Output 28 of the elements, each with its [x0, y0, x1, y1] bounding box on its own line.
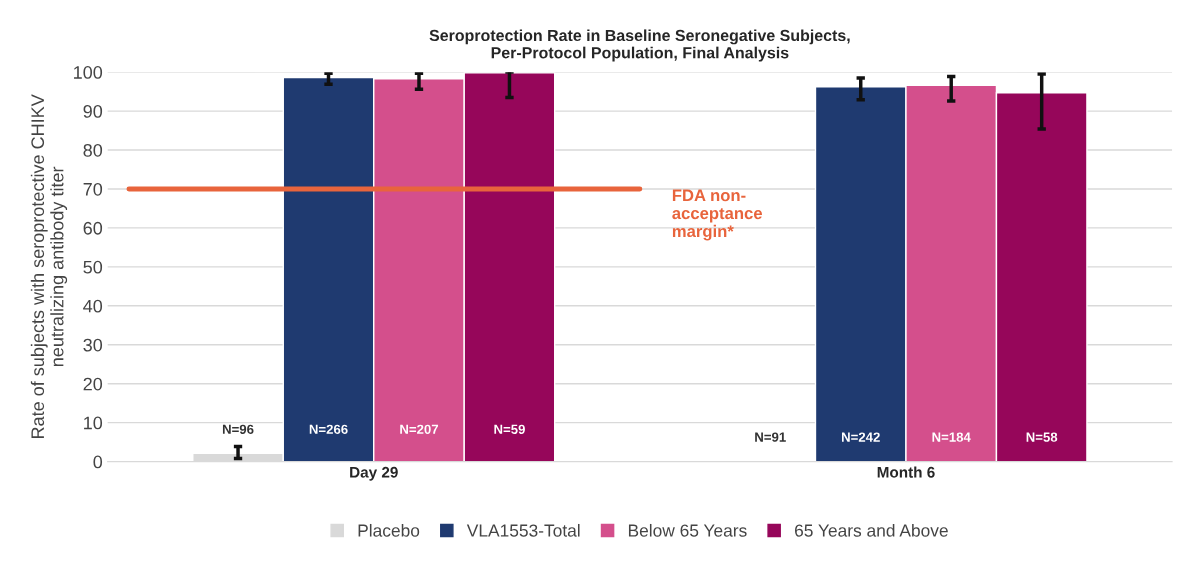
y-tick-label: 0	[93, 455, 103, 469]
y-axis-title: Rate of subjects with seroprotective CHIKV neutralizing antibody titer	[30, 94, 68, 438]
legend-label: VLA1553-Total	[466, 523, 580, 537]
y-tick-label: 30	[83, 338, 103, 352]
y-tick-label: 100	[74, 66, 103, 79]
annotation: N=266	[309, 424, 348, 434]
y-tick-label: 50	[83, 260, 103, 274]
annotation: N=59	[494, 424, 525, 434]
annotation: N=96	[222, 424, 254, 434]
annotation: N=58	[1026, 432, 1058, 442]
y-tick-label: 70	[83, 182, 103, 196]
y-tick-label: 40	[83, 299, 103, 313]
legend-label: 65 Years and Above	[795, 523, 948, 537]
annotation: N=242	[841, 432, 880, 442]
annotation: N=207	[400, 424, 439, 434]
legend-label: Placebo	[358, 523, 420, 537]
annotation: N=91	[755, 432, 786, 442]
chart-title: Seroprotection Rate in Baseline Seronegative Subjects, Per-Protocol Population, Final Analysis	[429, 29, 850, 62]
x-tick-label: Month 6	[877, 466, 935, 478]
y-tick-label: 20	[83, 377, 103, 391]
y-tick-label: 10	[84, 416, 103, 430]
y-tick-label: 90	[83, 105, 103, 118]
x-tick-label: Day 29	[350, 466, 398, 481]
y-tick-label: 60	[83, 221, 103, 235]
legend-label: Below 65 Years	[628, 523, 747, 537]
annotation: N=184	[932, 432, 971, 442]
y-tick-label: 80	[83, 143, 103, 157]
ref-line-label: FDA non- acceptance margin*	[672, 189, 763, 241]
